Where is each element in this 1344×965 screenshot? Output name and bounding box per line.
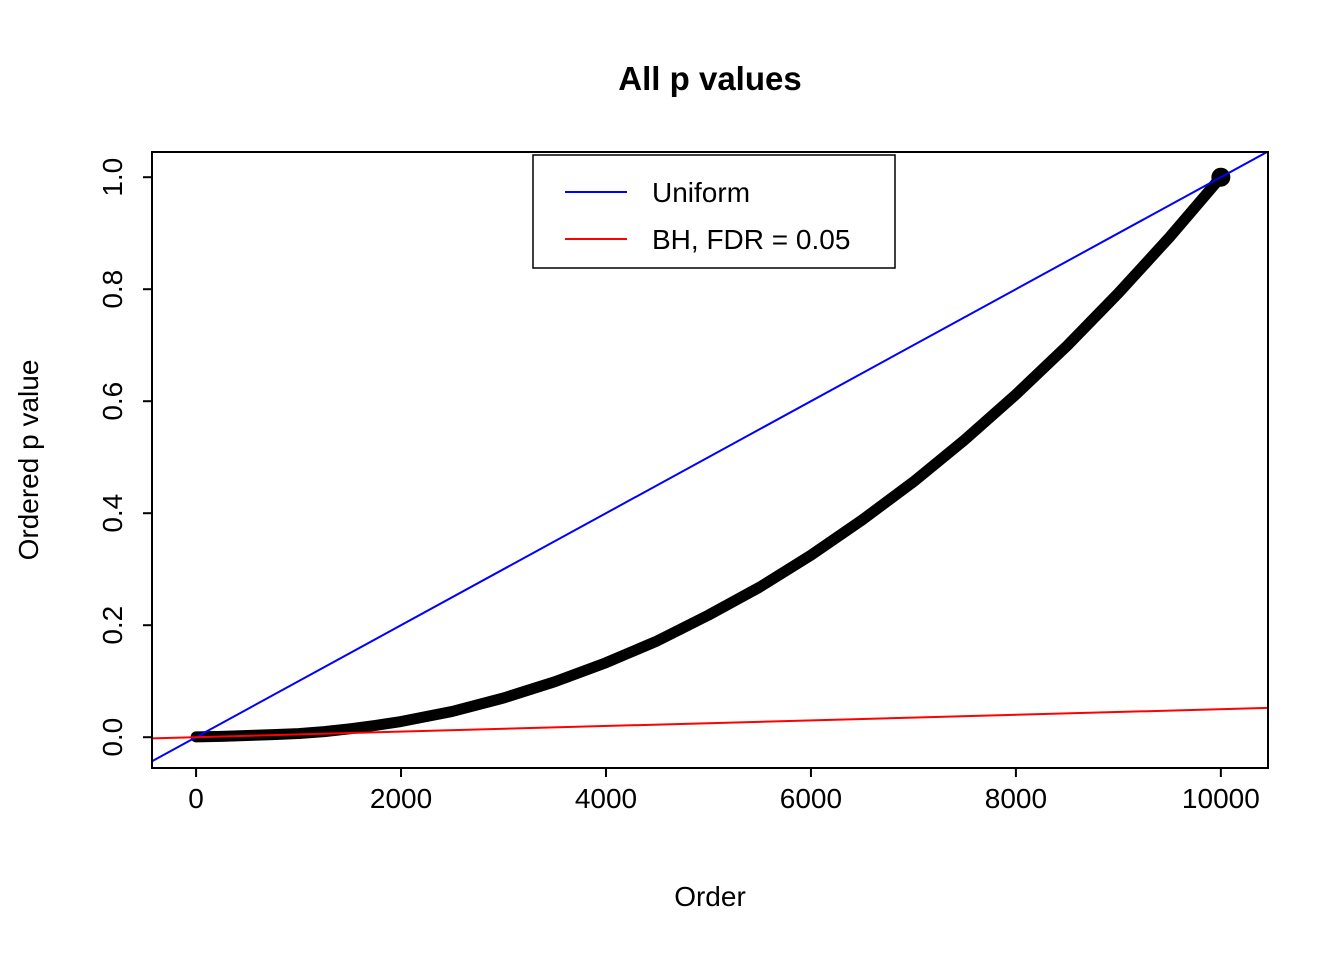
- x-axis-label: Order: [674, 881, 746, 912]
- x-tick-label: 4000: [575, 783, 637, 814]
- y-tick-label: 0.0: [97, 718, 128, 757]
- legend-label-uniform: Uniform: [652, 177, 750, 208]
- legend-box: [532, 154, 896, 269]
- x-tick-label: 0: [188, 783, 204, 814]
- x-tick-label: 10000: [1182, 783, 1260, 814]
- x-tick-label: 8000: [985, 783, 1047, 814]
- y-tick-label: 1.0: [97, 158, 128, 197]
- plot-content: [152, 152, 1268, 763]
- axis-ticks: 0 2000 4000 6000 8000 10000 0.0 0.2 0.4 0.6 0.8 1.0: [97, 158, 1260, 814]
- bh-fdr-0-05-line: [152, 706, 1268, 740]
- legend-label-bh-fdr: BH, FDR = 0.05: [652, 224, 850, 255]
- legend: Uniform BH, FDR = 0.05: [532, 154, 896, 269]
- y-axis-label: Ordered p value: [13, 360, 44, 561]
- y-tick-label: 0.4: [97, 494, 128, 533]
- x-tick-label: 2000: [370, 783, 432, 814]
- y-tick-label: 0.8: [97, 270, 128, 309]
- y-tick-label: 0.6: [97, 382, 128, 421]
- x-tick-label: 6000: [780, 783, 842, 814]
- y-tick-label: 0.2: [97, 606, 128, 645]
- uniform-line: [152, 152, 1268, 763]
- plot-border: [151, 151, 1269, 769]
- chart-title: All p values: [618, 60, 801, 97]
